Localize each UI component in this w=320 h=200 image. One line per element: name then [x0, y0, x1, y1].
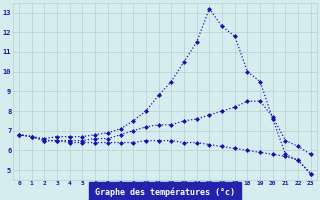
X-axis label: Graphe des températures (°c): Graphe des températures (°c)	[95, 188, 235, 197]
